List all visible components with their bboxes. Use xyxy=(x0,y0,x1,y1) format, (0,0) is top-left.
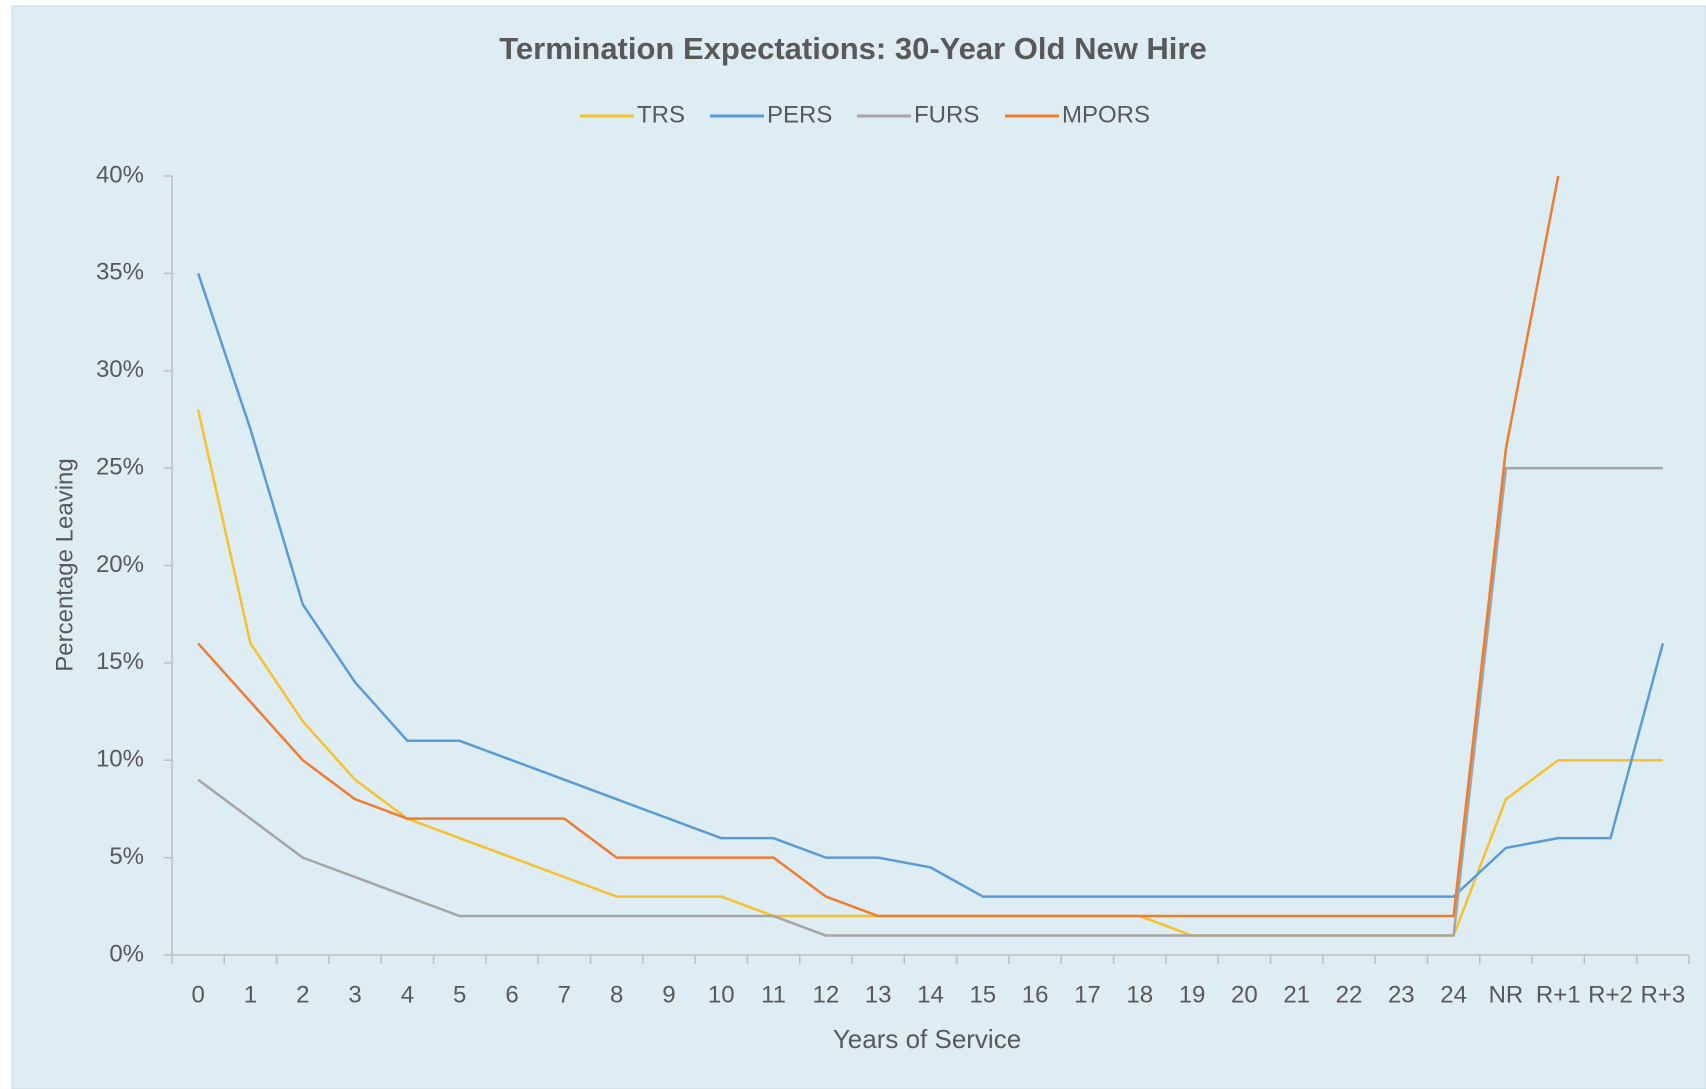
x-tick-label: 3 xyxy=(348,981,361,1008)
y-tick-label: 10% xyxy=(96,746,144,773)
legend-label: FURS xyxy=(914,101,979,128)
series-line xyxy=(197,175,1560,918)
series-line xyxy=(197,466,1663,937)
x-tick-label: 4 xyxy=(401,981,414,1008)
x-tick-label: 5 xyxy=(453,981,466,1008)
x-tick-label: 12 xyxy=(813,981,840,1008)
x-tick-label: 18 xyxy=(1126,981,1153,1008)
y-tick-label: 35% xyxy=(96,259,144,286)
x-tick-label: NR xyxy=(1489,981,1524,1008)
x-tick-label: 16 xyxy=(1022,981,1049,1008)
y-tick-label: 0% xyxy=(109,940,144,967)
y-axis-title: Percentage Leaving xyxy=(51,458,78,672)
x-tick-label: R+1 xyxy=(1536,981,1581,1008)
legend-label: TRS xyxy=(637,101,685,128)
x-tick-label: 2 xyxy=(296,981,309,1008)
x-tick-label: 24 xyxy=(1440,981,1467,1008)
x-tick-label: 11 xyxy=(761,981,786,1008)
y-tick-label: 25% xyxy=(96,453,144,480)
x-tick-label: 10 xyxy=(708,981,735,1008)
x-tick-label: 8 xyxy=(610,981,623,1008)
x-tick-label: 23 xyxy=(1388,981,1415,1008)
y-tick-label: 20% xyxy=(96,551,144,578)
x-tick-label: 20 xyxy=(1231,981,1258,1008)
x-tick-label: 14 xyxy=(917,981,944,1008)
x-tick-label: R+3 xyxy=(1640,981,1685,1008)
legend-label: PERS xyxy=(767,101,832,128)
x-tick-label: 15 xyxy=(969,981,996,1008)
x-tick-label: 17 xyxy=(1074,981,1101,1008)
x-tick-label: R+2 xyxy=(1588,981,1633,1008)
chart-background xyxy=(11,5,1706,1089)
x-tick-label: 21 xyxy=(1283,981,1310,1008)
x-tick-label: 7 xyxy=(558,981,571,1008)
x-axis-title: Years of Service xyxy=(833,1024,1021,1054)
y-tick-label: 5% xyxy=(109,843,144,870)
x-tick-label: 6 xyxy=(505,981,518,1008)
x-tick-label: 13 xyxy=(865,981,892,1008)
series-line xyxy=(196,272,1665,898)
x-tick-label: 1 xyxy=(244,981,257,1008)
y-tick-label: 40% xyxy=(96,161,144,188)
x-tick-label: 19 xyxy=(1179,981,1206,1008)
x-tick-label: 22 xyxy=(1336,981,1363,1008)
y-tick-label: 30% xyxy=(96,356,144,383)
chart-title: Termination Expectations: 30-Year Old Ne… xyxy=(499,31,1206,66)
x-tick-label: 9 xyxy=(662,981,675,1008)
y-tick-label: 15% xyxy=(96,648,144,675)
legend-label: MPORS xyxy=(1062,101,1150,128)
x-tick-label: 0 xyxy=(191,981,204,1008)
